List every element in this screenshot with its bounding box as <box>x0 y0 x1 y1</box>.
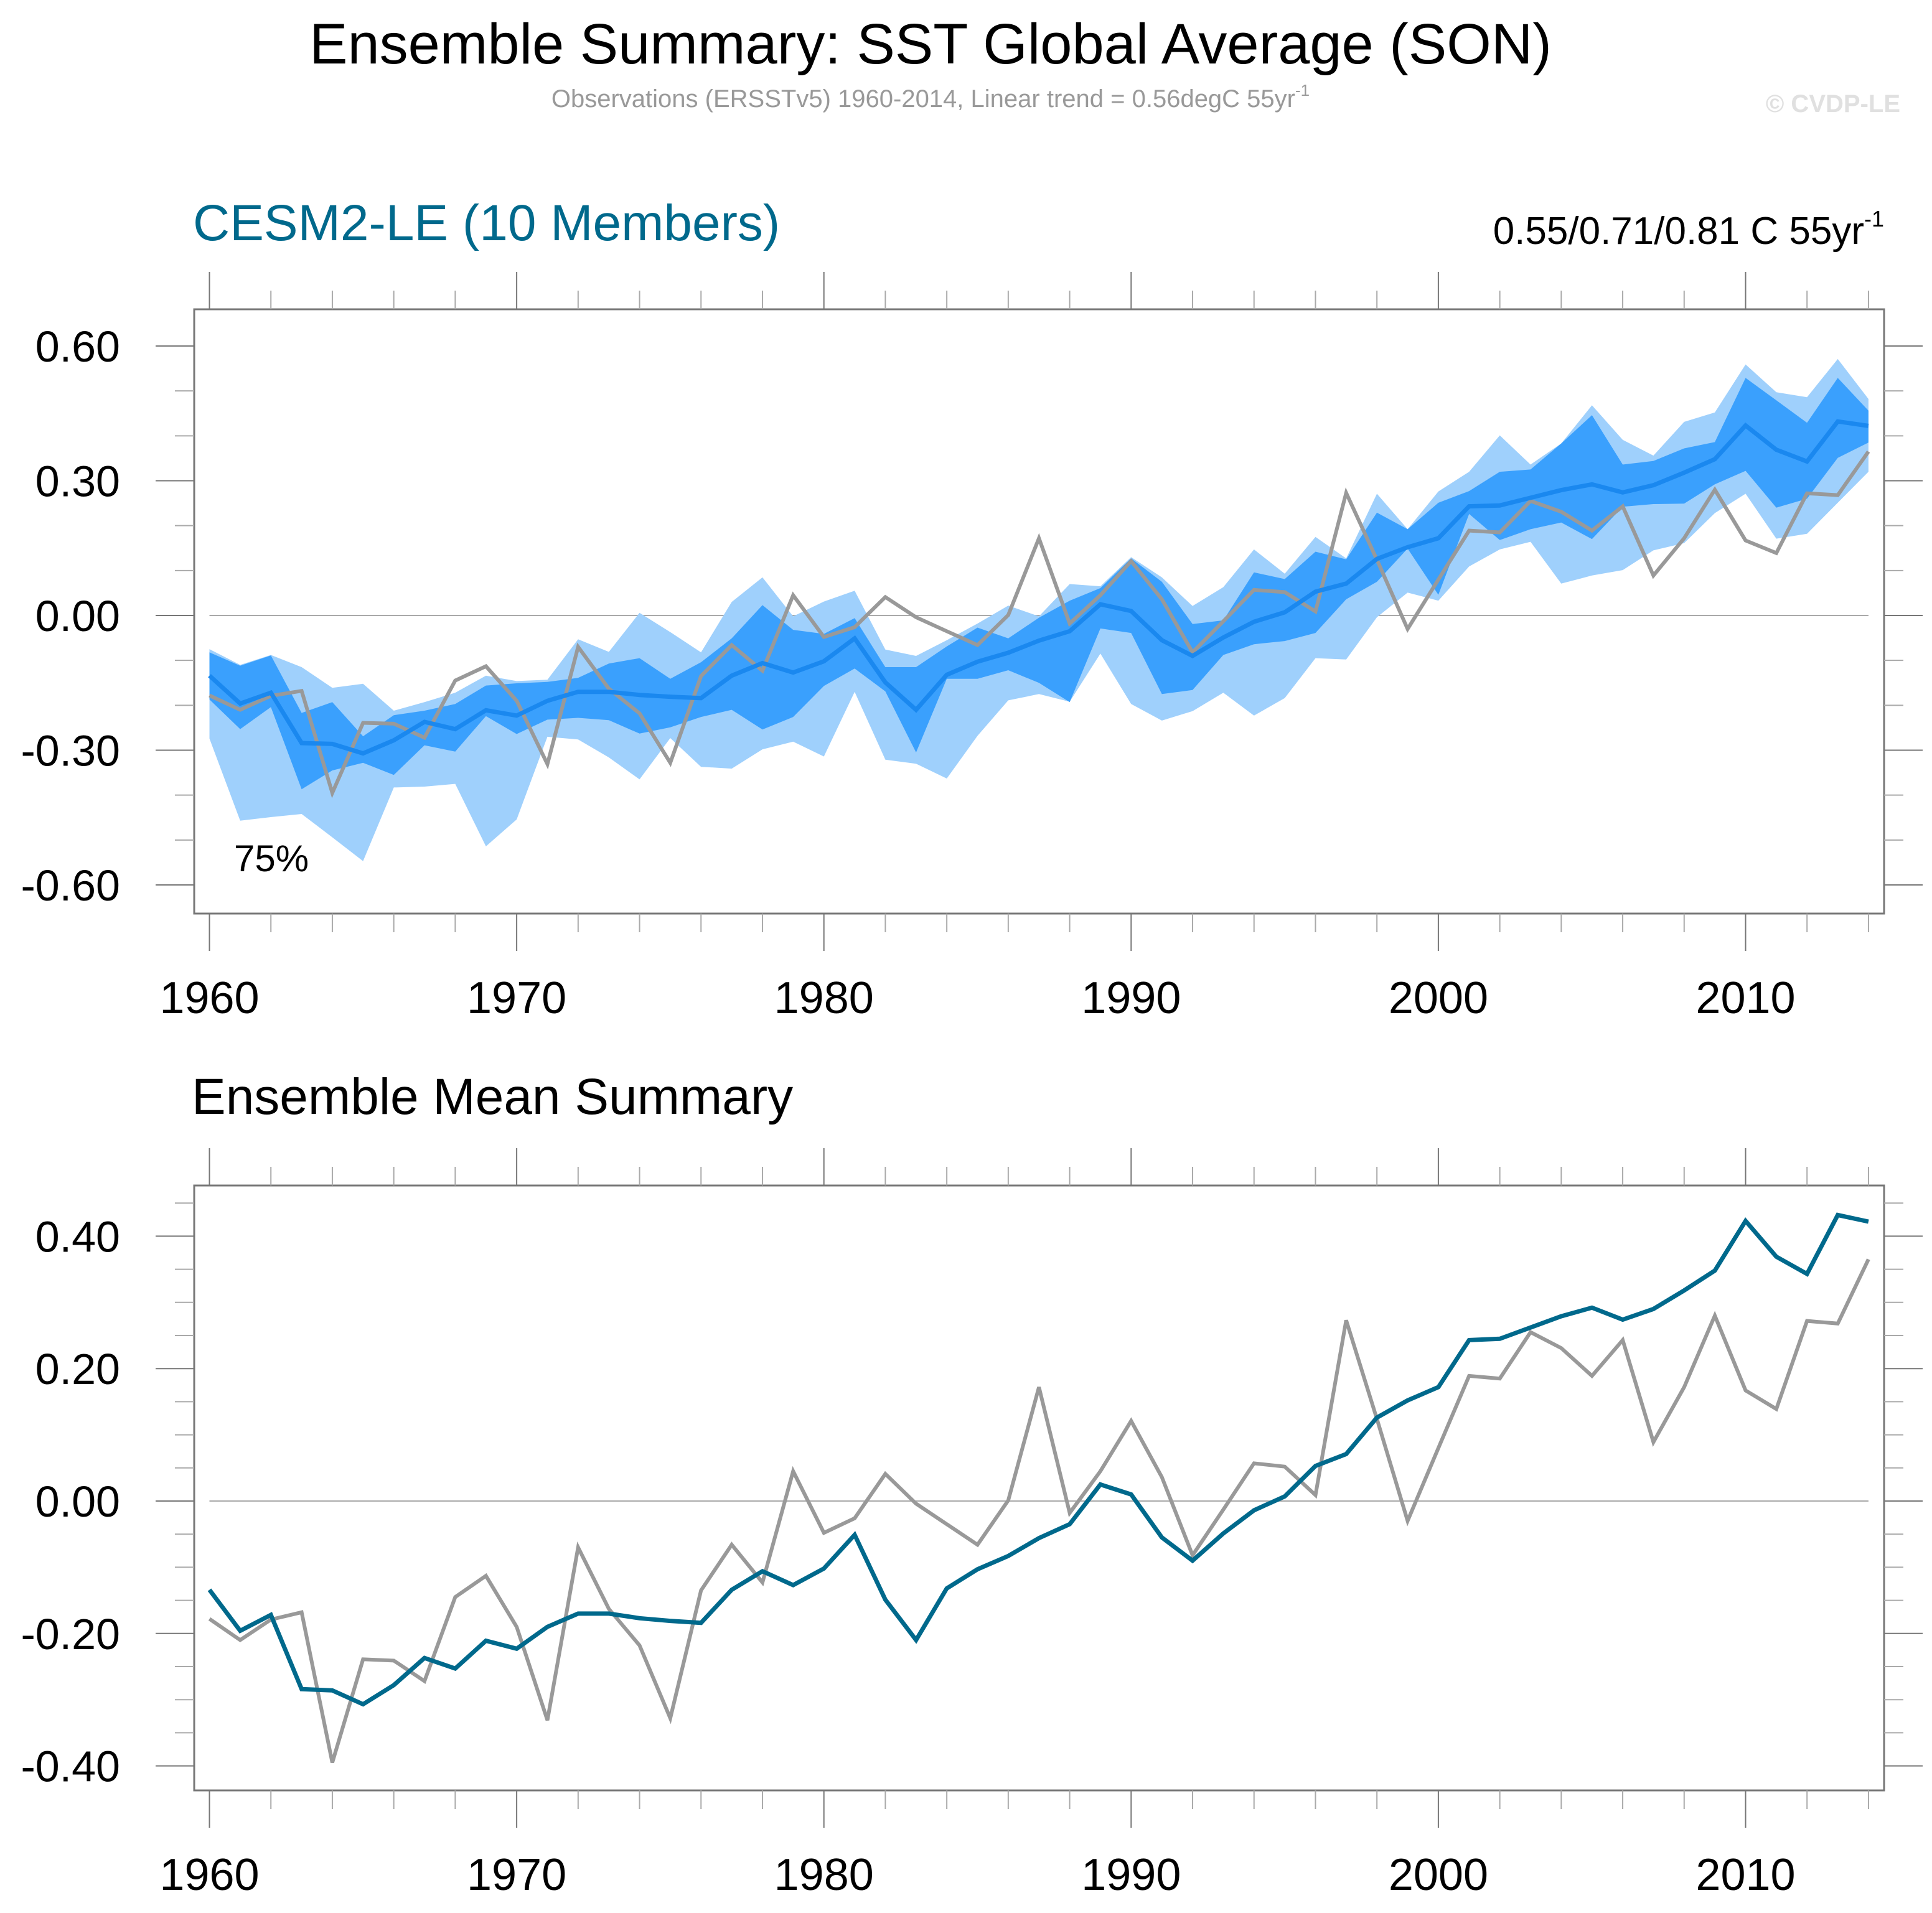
y-tick-label: -0.30 <box>21 727 120 775</box>
trend-superscript: -1 <box>1864 206 1884 232</box>
bottom-plot-area: 1960 1970 1980 1990 2000 2010 -0.40 -0.20 0.00 0.… <box>21 1148 1923 1900</box>
x-tick-label: 2000 <box>1389 973 1488 1023</box>
ensemble-mean-title: Ensemble Mean Summary <box>192 1069 793 1125</box>
observations-line <box>209 450 1870 798</box>
x-tick-label: 2000 <box>1389 1850 1488 1900</box>
x-tick-label: 1980 <box>774 1850 874 1900</box>
x-tick-label: 2010 <box>1695 1850 1795 1900</box>
y-tick-label: 0.00 <box>35 592 120 640</box>
subtitle-superscript: -1 <box>1295 81 1310 100</box>
plot-frame <box>193 1184 1885 1792</box>
x-tick-label: 1970 <box>467 1850 566 1900</box>
ensemble-range-band <box>209 358 1869 861</box>
model-title: CESM2-LE (10 Members) <box>193 195 780 251</box>
x-tick-label: 1960 <box>159 973 259 1023</box>
x-tick-label: 2010 <box>1695 973 1795 1023</box>
band-percent-label: 75% <box>234 838 309 879</box>
observations-line <box>208 1258 1870 1764</box>
y-tick-label: 0.20 <box>35 1345 120 1393</box>
y-tick-label: 0.60 <box>35 322 120 371</box>
y-tick-label: -0.40 <box>21 1742 120 1791</box>
bottom-panel: Ensemble Mean Summary 1960 1970 1980 1990 20… <box>21 1069 1923 1900</box>
x-tick-label: 1960 <box>159 1850 259 1900</box>
y-tick-label: -0.20 <box>21 1610 120 1658</box>
watermark: © CVDP-LE <box>1766 90 1900 118</box>
x-tick-label: 1990 <box>1081 1850 1181 1900</box>
subtitle-text: Observations (ERSSTv5) 1960-2014, Linear… <box>551 85 1295 113</box>
top-panel: CESM2-LE (10 Members) 0.55/0.71/0.81 C 5… <box>21 195 1923 1023</box>
plot-frame <box>193 308 1885 915</box>
y-tick-label: -0.60 <box>21 861 120 910</box>
y-tick-label: 0.00 <box>35 1477 120 1526</box>
y-tick-label: 0.30 <box>35 457 120 505</box>
ensemble-mean-line <box>207 1212 1869 1707</box>
x-tick-label: 1970 <box>467 973 566 1023</box>
figure-subtitle: Observations (ERSSTv5) 1960-2014, Linear… <box>551 81 1310 113</box>
x-tick-label: 1990 <box>1081 973 1181 1023</box>
figure-title: Ensemble Summary: SST Global Average (SO… <box>309 12 1552 76</box>
top-plot-area: 1960 1970 1980 1990 2000 2010 -0.60 -0.30 0.00 0.… <box>21 272 1923 1023</box>
x-tick-label: 1980 <box>774 973 874 1023</box>
trend-label: 0.55/0.71/0.81 C 55yr-1 <box>1493 206 1884 253</box>
y-tick-label: 0.40 <box>35 1212 120 1261</box>
ensemble-mean-line <box>208 419 1869 756</box>
percentile-75-band <box>209 378 1869 790</box>
trend-text: 0.55/0.71/0.81 C 55yr <box>1493 210 1864 253</box>
